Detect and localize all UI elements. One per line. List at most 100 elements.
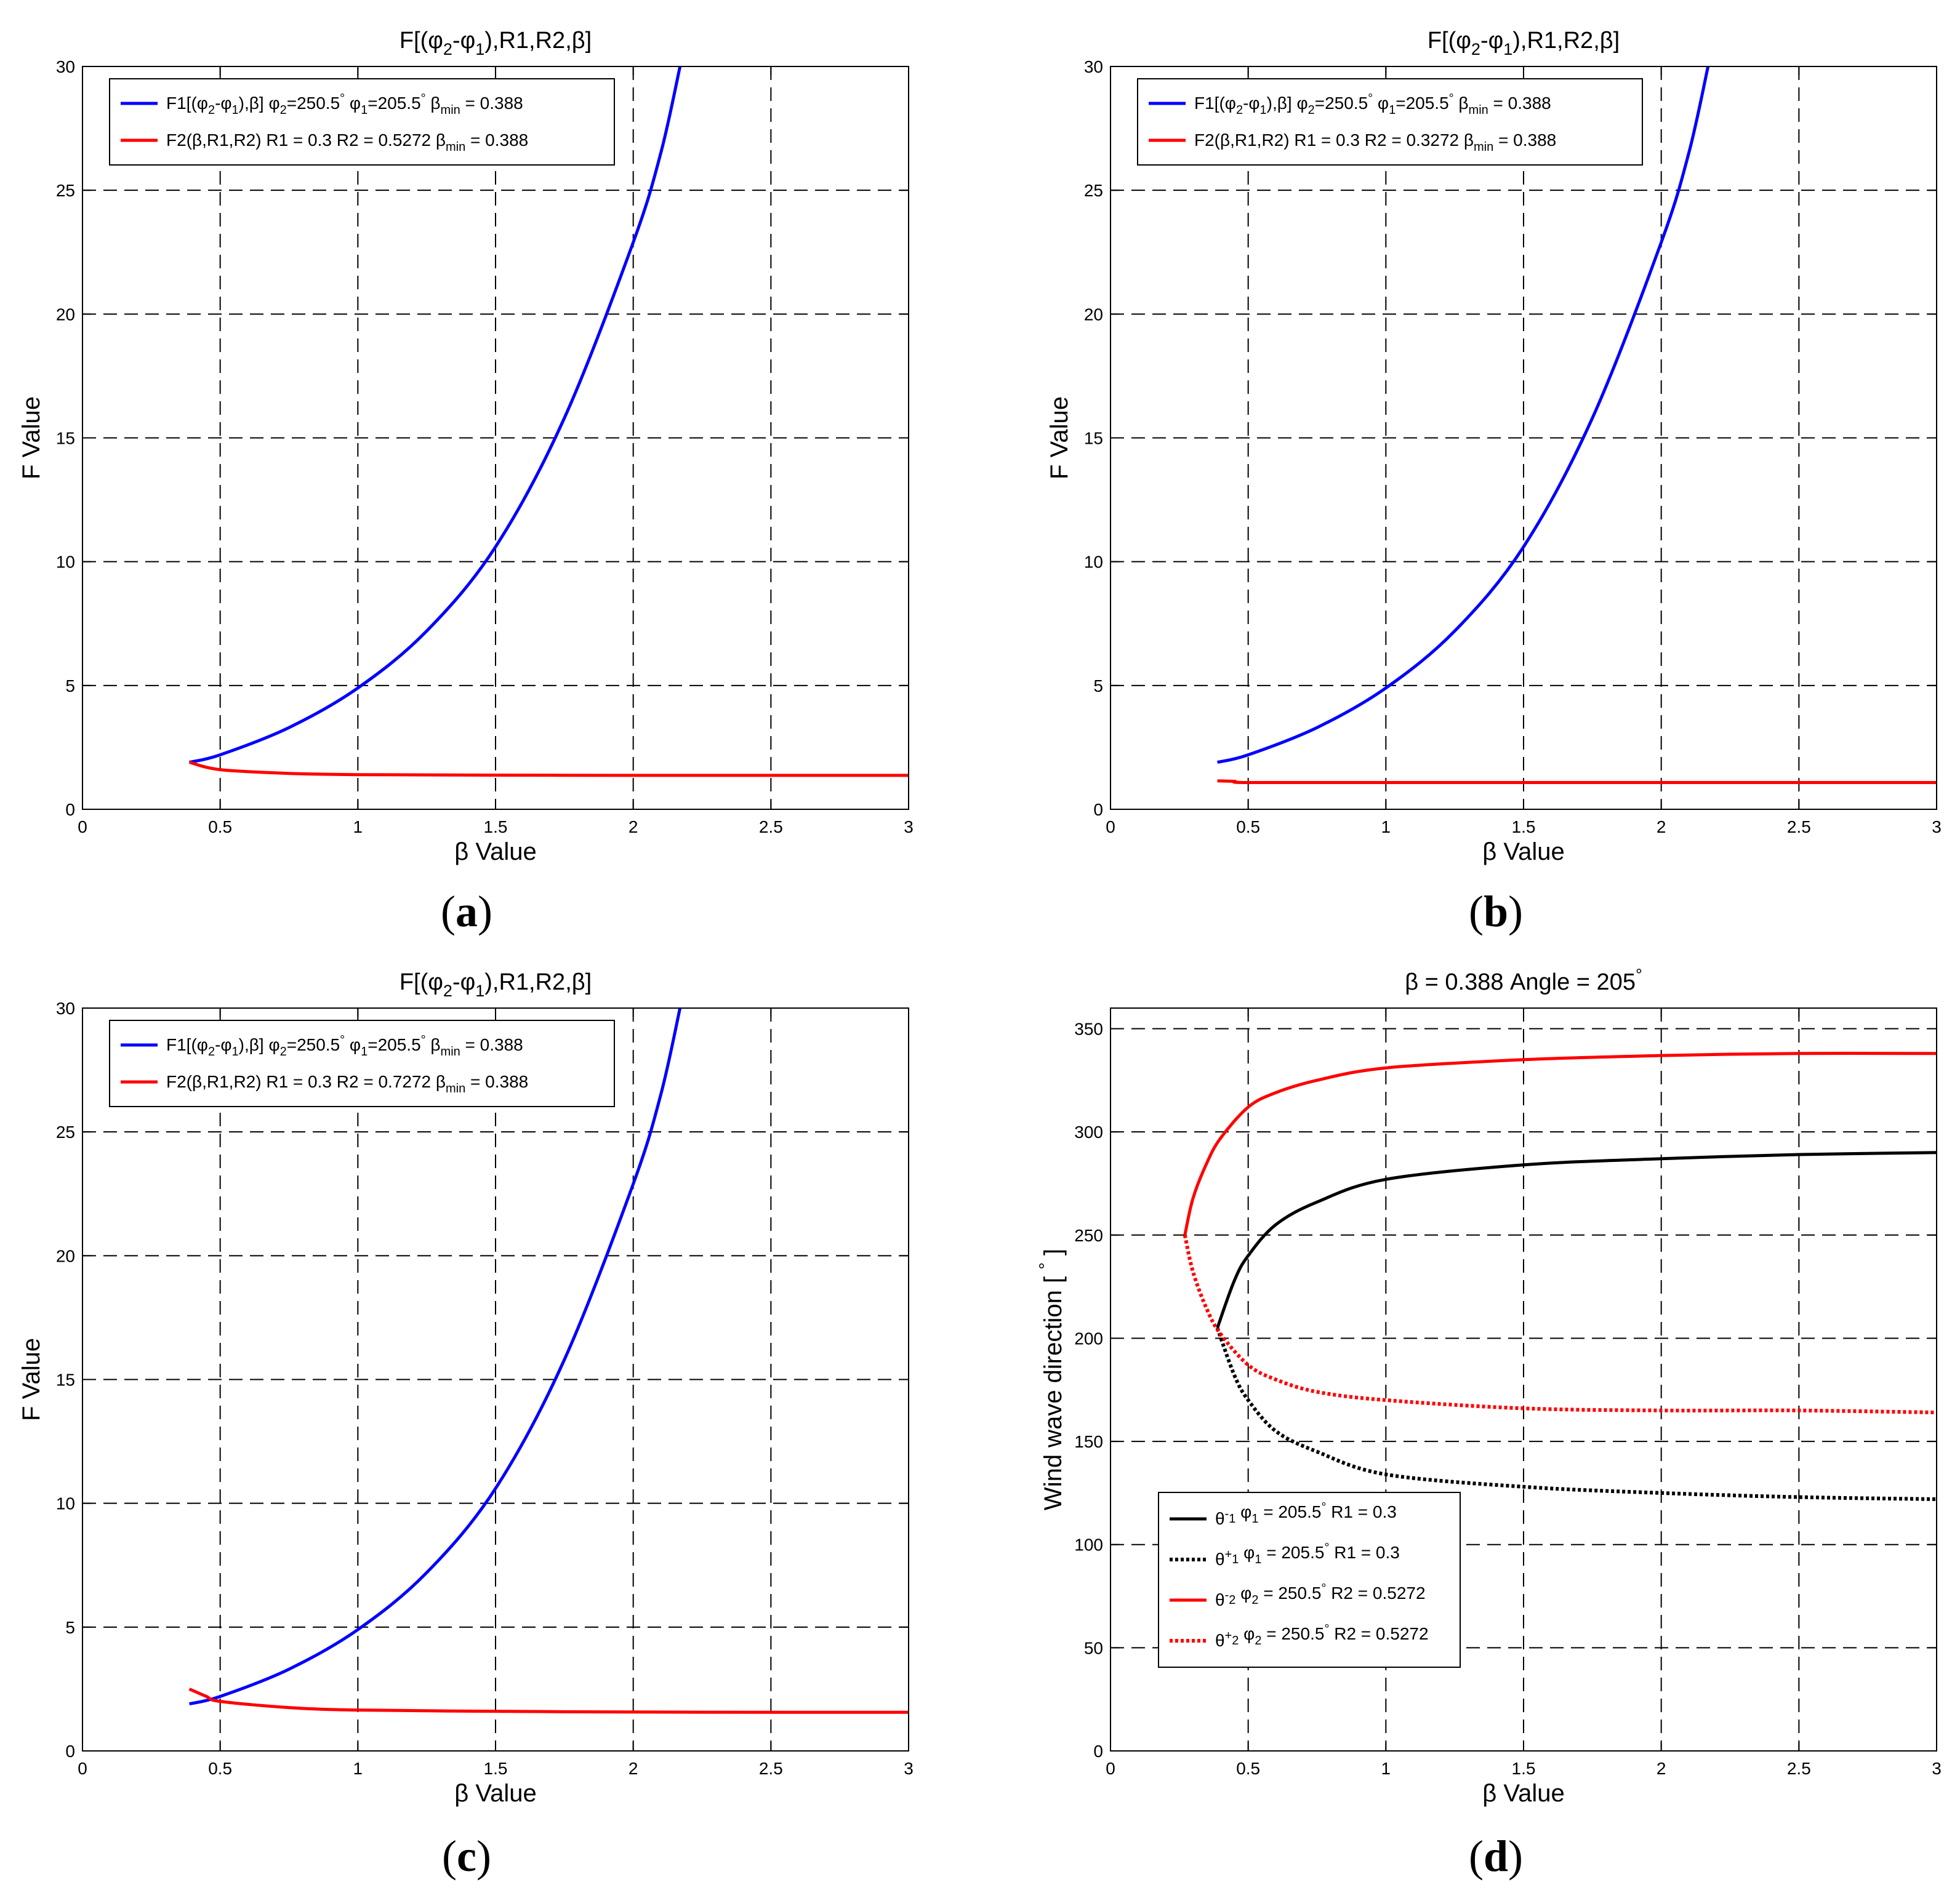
x-tick-label: 3 xyxy=(904,817,914,836)
x-tick-label: 2.5 xyxy=(759,1759,783,1778)
x-tick-label: 2 xyxy=(1657,1759,1666,1778)
legend: F1[(φ2-φ1),β] φ2=250.5° φ1=205.5° βmin =… xyxy=(109,78,615,166)
legend-box xyxy=(109,1020,615,1107)
series-line-1 xyxy=(1216,1151,1937,1329)
y-tick-label: 10 xyxy=(1084,553,1103,572)
y-tick-label: 30 xyxy=(1084,57,1103,76)
y-tick-label: 20 xyxy=(56,305,75,324)
legend-label-1: θ-1 φ1 = 205.5° R1 = 0.3 xyxy=(1215,1500,1397,1528)
y-axis-label: Wind wave direction [ ° ] xyxy=(1036,1249,1067,1510)
x-tick-label: 3 xyxy=(1932,1759,1942,1778)
x-axis-label: β Value xyxy=(1482,1780,1564,1807)
legend: F1[(φ2-φ1),β] φ2=250.5° φ1=205.5° βmin =… xyxy=(1137,78,1643,166)
legend-box xyxy=(1137,78,1643,166)
caption-d-letter: d xyxy=(1483,1832,1509,1881)
series-line-3 xyxy=(1183,1052,1937,1236)
x-tick-label: 0 xyxy=(78,1759,87,1778)
y-tick-label: 15 xyxy=(1084,429,1103,448)
series-line-2 xyxy=(188,1688,909,1714)
y-tick-label: 30 xyxy=(56,999,75,1018)
x-tick-label: 0.5 xyxy=(208,817,232,836)
x-tick-label: 0.5 xyxy=(208,1759,232,1778)
y-axis-label: F Value xyxy=(1046,396,1073,479)
caption-c: (c) xyxy=(442,1832,491,1881)
legend-box xyxy=(109,78,615,166)
chart-title: F[(φ2-φ1),R1,R2,β] xyxy=(400,969,592,1000)
series-group xyxy=(188,66,909,777)
y-tick-label: 15 xyxy=(56,429,75,448)
chart-title: β = 0.388 Angle = 205° xyxy=(1405,966,1642,995)
y-tick-label: 0 xyxy=(1093,1742,1103,1761)
chart-title: F[(φ2-φ1),R1,R2,β] xyxy=(400,28,592,58)
y-axis-label: F Value xyxy=(18,396,45,479)
y-axis-label: F Value xyxy=(18,1338,45,1421)
axes-frame xyxy=(1110,66,1937,810)
series-group xyxy=(1216,66,1937,785)
x-tick-label: 1 xyxy=(353,1759,363,1778)
y-tick-label: 150 xyxy=(1074,1432,1103,1451)
series-line-1 xyxy=(1216,66,1710,764)
x-tick-label: 2 xyxy=(629,817,638,836)
x-tick-label: 0.5 xyxy=(1236,817,1260,836)
y-tick-label: 30 xyxy=(56,57,75,76)
x-tick-label: 1.5 xyxy=(1512,817,1536,836)
y-tick-label: 5 xyxy=(65,1618,75,1637)
x-axis-label: β Value xyxy=(454,838,536,865)
series-group xyxy=(1183,1052,1937,1501)
x-tick-label: 1.5 xyxy=(484,817,508,836)
legend-label-1: F1[(φ2-φ1),β] φ2=250.5° φ1=205.5° βmin =… xyxy=(166,92,523,117)
legend-box xyxy=(1158,1492,1461,1668)
x-tick-label: 1 xyxy=(353,817,363,836)
legend: F1[(φ2-φ1),β] φ2=250.5° φ1=205.5° βmin =… xyxy=(109,1020,615,1107)
y-tick-label: 25 xyxy=(56,181,75,200)
legend-label-2: θ+1 φ1 = 205.5° R1 = 0.3 xyxy=(1215,1541,1400,1569)
series-line-2 xyxy=(1215,1327,1937,1501)
x-tick-label: 1.5 xyxy=(1512,1759,1536,1778)
x-tick-label: 0.5 xyxy=(1236,1759,1260,1778)
caption-a: (a) xyxy=(441,887,492,936)
y-tick-label: 20 xyxy=(56,1246,75,1265)
x-tick-label: 1.5 xyxy=(484,1759,508,1778)
y-tick-label: 10 xyxy=(56,553,75,572)
legend-label-4: θ+2 φ2 = 250.5° R2 = 0.5272 xyxy=(1215,1622,1429,1650)
series-line-4 xyxy=(1183,1235,1937,1415)
series-line-1 xyxy=(188,66,682,764)
caption-b: (b) xyxy=(1468,887,1523,936)
x-tick-label: 0 xyxy=(1106,817,1115,836)
y-tick-label: 0 xyxy=(1093,800,1103,819)
legend: θ-1 φ1 = 205.5° R1 = 0.3 θ+1 φ1 = 205.5° … xyxy=(1158,1492,1461,1668)
legend-label-2: F2(β,R1,R2) R1 = 0.3 R2 = 0.3272 βmin = … xyxy=(1194,130,1556,154)
y-tick-label: 25 xyxy=(56,1123,75,1142)
x-tick-label: 0 xyxy=(1106,1759,1115,1778)
x-tick-label: 2.5 xyxy=(1787,817,1811,836)
x-tick-label: 2 xyxy=(629,1759,638,1778)
legend-label-1: F1[(φ2-φ1),β] φ2=250.5° φ1=205.5° βmin =… xyxy=(166,1033,523,1059)
y-tick-label: 0 xyxy=(65,800,75,819)
caption-d: (d) xyxy=(1468,1832,1523,1881)
x-tick-label: 1 xyxy=(1381,817,1391,836)
x-tick-label: 2.5 xyxy=(759,817,783,836)
series-line-2 xyxy=(188,761,909,777)
chart-panel-c: 0 0.5 1 1.5 2 2.5 3051015202530F[(φ2-φ1),R1,R2… xyxy=(18,969,914,1807)
caption-c-letter: c xyxy=(457,1832,476,1881)
x-tick-label: 2 xyxy=(1657,817,1666,836)
caption-b-letter: b xyxy=(1483,887,1509,936)
x-tick-label: 3 xyxy=(904,1759,914,1778)
y-tick-label: 5 xyxy=(65,676,75,695)
chart-panel-b: 0 0.5 1 1.5 2 2.5 3051015202530F[(φ2-φ1),R1,R2… xyxy=(1046,28,1942,865)
legend-label-2: F2(β,R1,R2) R1 = 0.3 R2 = 0.7272 βmin = … xyxy=(166,1072,528,1095)
y-tick-label: 10 xyxy=(56,1494,75,1513)
axes-frame xyxy=(1110,1007,1937,1752)
caption-a-letter: a xyxy=(456,887,478,936)
y-tick-label: 0 xyxy=(65,1742,75,1761)
y-tick-label: 25 xyxy=(1084,181,1103,200)
series-group xyxy=(188,1008,909,1714)
chart-title: F[(φ2-φ1),R1,R2,β] xyxy=(1428,28,1620,58)
y-tick-label: 100 xyxy=(1074,1536,1103,1555)
y-tick-label: 300 xyxy=(1074,1123,1103,1142)
x-tick-label: 3 xyxy=(1932,817,1942,836)
y-tick-label: 250 xyxy=(1074,1226,1103,1245)
chart-panel-d: 0 0.5 1 1.5 2 2.5 3 0 50 100 150 200 250 300 350 β = 0.… xyxy=(1036,966,1942,1807)
x-axis-label: β Value xyxy=(1482,838,1564,865)
